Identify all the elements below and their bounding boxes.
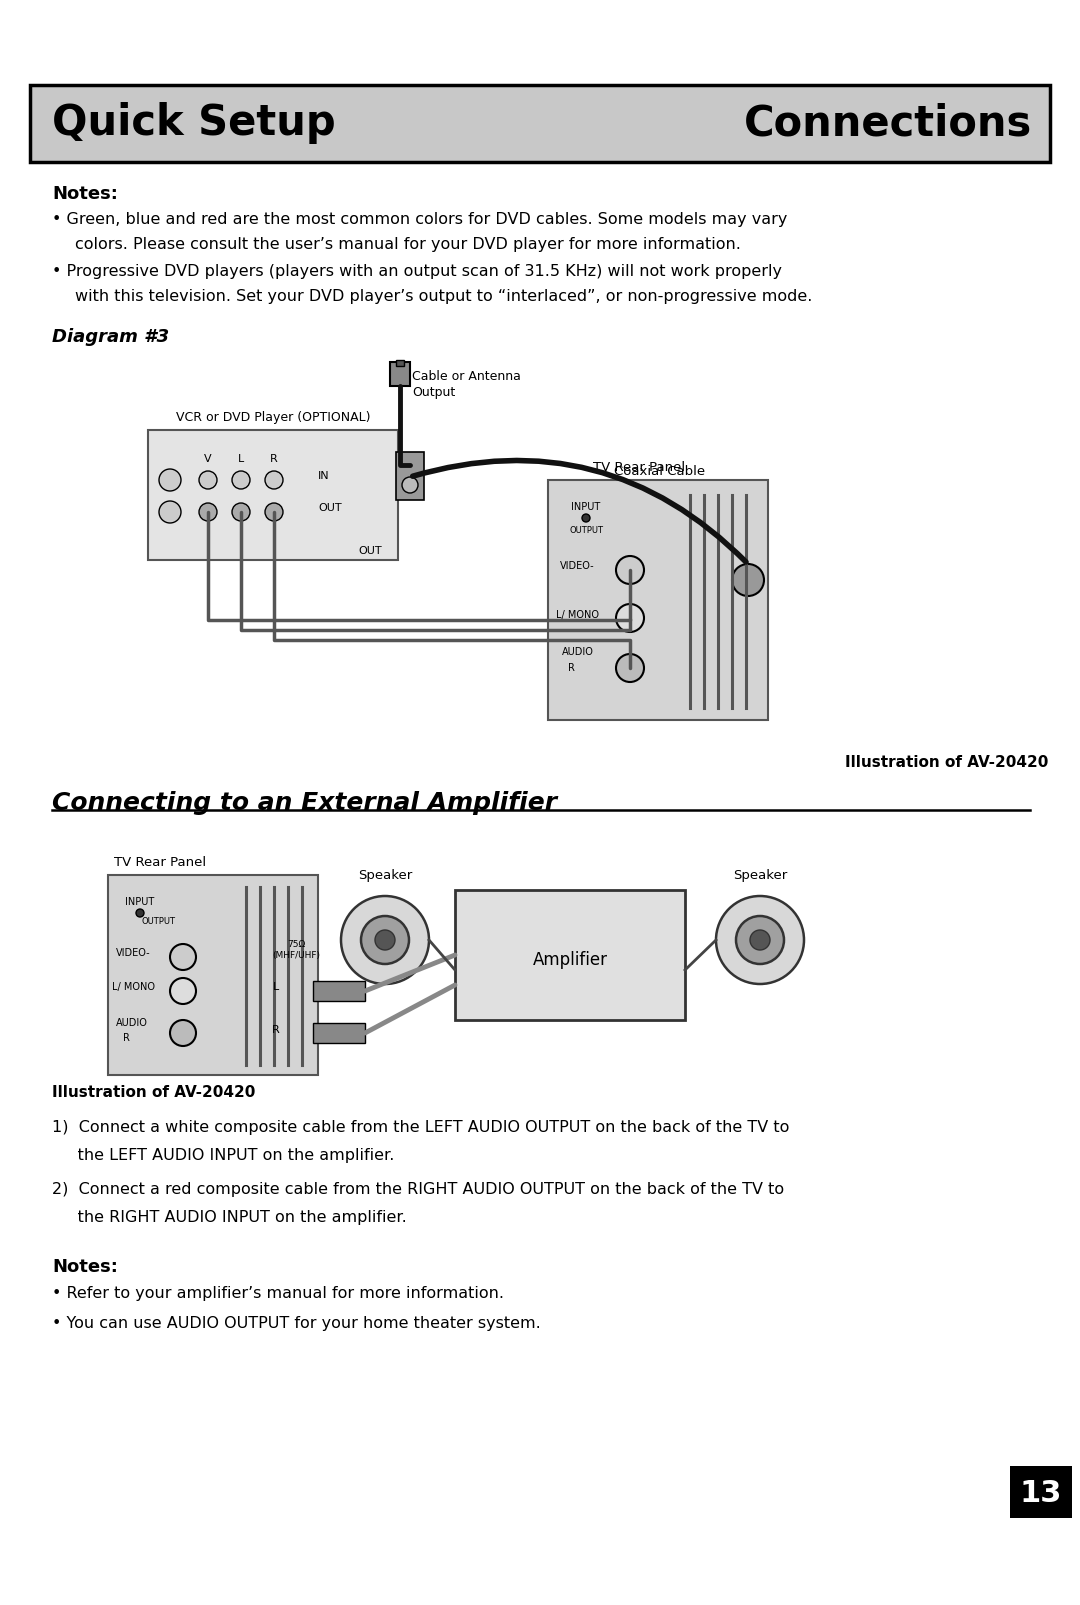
Bar: [148, 430, 399, 560]
Circle shape: [232, 502, 249, 522]
Circle shape: [170, 977, 195, 1005]
Text: Cable or Antenna
Output: Cable or Antenna Output: [411, 371, 521, 400]
Circle shape: [159, 469, 181, 491]
Circle shape: [375, 929, 395, 950]
Text: TV Rear Panel: TV Rear Panel: [114, 855, 206, 868]
Text: Speaker: Speaker: [357, 868, 413, 883]
Text: VCR or DVD Player (OPTIONAL): VCR or DVD Player (OPTIONAL): [176, 411, 370, 424]
Circle shape: [136, 908, 144, 916]
Text: colors. Please consult the user’s manual for your DVD player for more informatio: colors. Please consult the user’s manual…: [75, 238, 741, 252]
Text: • Refer to your amplifier’s manual for more information.: • Refer to your amplifier’s manual for m…: [52, 1286, 504, 1302]
Text: 1)  Connect a white composite cable from the LEFT AUDIO OUTPUT on the back of th: 1) Connect a white composite cable from …: [52, 1120, 789, 1135]
Text: VIDEO-: VIDEO-: [116, 949, 150, 958]
Circle shape: [265, 502, 283, 522]
Circle shape: [159, 501, 181, 523]
Text: V: V: [204, 454, 212, 464]
Circle shape: [170, 944, 195, 969]
Circle shape: [361, 916, 409, 965]
Text: OUT: OUT: [359, 546, 382, 555]
Bar: [313, 981, 365, 1002]
Circle shape: [616, 603, 644, 632]
Text: • You can use AUDIO OUTPUT for your home theater system.: • You can use AUDIO OUTPUT for your home…: [52, 1316, 541, 1331]
Text: Notes:: Notes:: [52, 1258, 118, 1276]
Text: 13: 13: [1020, 1480, 1063, 1509]
Circle shape: [716, 896, 804, 984]
Bar: [396, 360, 404, 366]
Text: with this television. Set your DVD player’s output to “interlaced”, or non-progr: with this television. Set your DVD playe…: [75, 289, 812, 303]
Text: Speaker: Speaker: [733, 868, 787, 883]
Text: TV Rear Panel: TV Rear Panel: [593, 461, 685, 473]
Text: Illustration of AV-20420: Illustration of AV-20420: [845, 754, 1048, 770]
Text: Diagram #3: Diagram #3: [52, 327, 170, 347]
Bar: [548, 480, 768, 721]
Text: Notes:: Notes:: [52, 185, 118, 202]
Text: Amplifier: Amplifier: [532, 952, 607, 969]
Text: OUTPUT: OUTPUT: [569, 526, 603, 534]
Circle shape: [199, 470, 217, 490]
Text: Coaxial Cable: Coaxial Cable: [615, 465, 705, 478]
Text: OUTPUT: OUTPUT: [141, 916, 175, 926]
Text: INPUT: INPUT: [571, 502, 600, 512]
Circle shape: [232, 470, 249, 490]
Text: the LEFT AUDIO INPUT on the amplifier.: the LEFT AUDIO INPUT on the amplifier.: [52, 1148, 394, 1164]
Circle shape: [616, 653, 644, 682]
Text: R: R: [568, 663, 575, 672]
Text: • Progressive DVD players (players with an output scan of 31.5 KHz) will not wor: • Progressive DVD players (players with …: [52, 263, 782, 279]
Text: 75Ω
(MHF/UHF): 75Ω (MHF/UHF): [272, 941, 320, 960]
Text: L: L: [273, 982, 279, 992]
Text: • Green, blue and red are the most common colors for DVD cables. Some models may: • Green, blue and red are the most commo…: [52, 212, 787, 226]
Bar: [455, 891, 685, 1021]
Circle shape: [199, 502, 217, 522]
Circle shape: [750, 929, 770, 950]
Circle shape: [341, 896, 429, 984]
Circle shape: [402, 477, 418, 493]
Text: Connections: Connections: [744, 103, 1032, 144]
Bar: [396, 453, 424, 501]
Bar: [390, 363, 410, 385]
Text: VIDEO-: VIDEO-: [561, 562, 595, 571]
Circle shape: [170, 1021, 195, 1046]
Text: the RIGHT AUDIO INPUT on the amplifier.: the RIGHT AUDIO INPUT on the amplifier.: [52, 1210, 407, 1225]
Bar: [108, 875, 318, 1075]
Text: Illustration of AV-20420: Illustration of AV-20420: [52, 1085, 255, 1099]
Bar: [313, 1022, 365, 1043]
Text: AUDIO: AUDIO: [562, 647, 594, 656]
Text: OUT: OUT: [318, 502, 341, 514]
Text: 2)  Connect a red composite cable from the RIGHT AUDIO OUTPUT on the back of the: 2) Connect a red composite cable from th…: [52, 1181, 784, 1197]
Text: INPUT: INPUT: [125, 897, 154, 907]
Circle shape: [265, 470, 283, 490]
Text: L: L: [238, 454, 244, 464]
Text: R: R: [272, 1026, 280, 1035]
Bar: [1010, 1465, 1072, 1518]
Text: Connecting to an External Amplifier: Connecting to an External Amplifier: [52, 791, 557, 815]
Circle shape: [616, 555, 644, 584]
Text: L/ MONO: L/ MONO: [112, 982, 156, 992]
Text: R: R: [270, 454, 278, 464]
Circle shape: [732, 563, 764, 595]
Text: AUDIO: AUDIO: [116, 1018, 148, 1027]
Text: Quick Setup: Quick Setup: [52, 103, 336, 144]
Circle shape: [582, 514, 590, 522]
Text: IN: IN: [318, 470, 329, 482]
Circle shape: [735, 916, 784, 965]
Bar: [30, 85, 1050, 162]
Text: R: R: [123, 1034, 130, 1043]
Text: L/ MONO: L/ MONO: [556, 610, 599, 620]
